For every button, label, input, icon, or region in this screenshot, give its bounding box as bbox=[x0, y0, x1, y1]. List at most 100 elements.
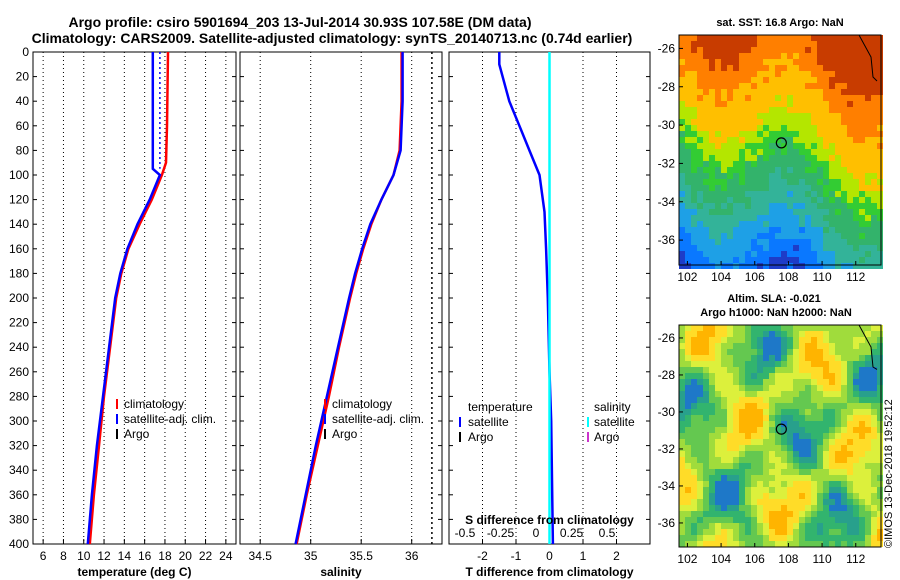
map-cell bbox=[793, 173, 799, 179]
map-cell bbox=[847, 251, 853, 257]
map-cell bbox=[817, 385, 823, 391]
map-cell bbox=[745, 155, 751, 161]
map-cell bbox=[727, 487, 733, 493]
map-cell bbox=[745, 505, 751, 511]
map-cell bbox=[769, 89, 775, 95]
map-cell bbox=[715, 125, 721, 131]
map-cell bbox=[739, 101, 745, 107]
map-cell bbox=[691, 77, 697, 83]
map-cell bbox=[679, 65, 685, 71]
map-cell bbox=[823, 167, 829, 173]
map-cell bbox=[823, 191, 829, 197]
map-cell bbox=[751, 77, 757, 83]
map-cell bbox=[823, 487, 829, 493]
map-cell bbox=[727, 373, 733, 379]
x-tick-label: 1 bbox=[580, 549, 587, 563]
map-cell bbox=[679, 403, 685, 409]
map-cell bbox=[679, 379, 685, 385]
map-cell bbox=[739, 517, 745, 523]
map-cell bbox=[829, 149, 835, 155]
map-cell bbox=[727, 47, 733, 53]
map-cell bbox=[721, 173, 727, 179]
map-cell bbox=[841, 517, 847, 523]
map-cell bbox=[763, 349, 769, 355]
map-cell bbox=[865, 379, 871, 385]
map-cell bbox=[805, 439, 811, 445]
map-cell bbox=[781, 125, 787, 131]
map-cell bbox=[703, 233, 709, 239]
map-cell bbox=[811, 125, 817, 131]
map-cell bbox=[865, 523, 871, 529]
map-cell bbox=[805, 41, 811, 47]
map-cell bbox=[793, 523, 799, 529]
map-cell bbox=[871, 499, 877, 505]
map-cell bbox=[817, 227, 823, 233]
map-cell bbox=[847, 173, 853, 179]
map-cell bbox=[871, 185, 877, 191]
map-cell bbox=[763, 209, 769, 215]
map-cell bbox=[739, 65, 745, 71]
map-cell bbox=[847, 119, 853, 125]
map-cell bbox=[721, 191, 727, 197]
map-cell bbox=[685, 409, 691, 415]
map-cell bbox=[727, 239, 733, 245]
map-cell bbox=[871, 535, 877, 541]
map-cell bbox=[859, 83, 865, 89]
map-cell bbox=[799, 137, 805, 143]
map-cell bbox=[835, 349, 841, 355]
map-cell bbox=[763, 185, 769, 191]
map-cell bbox=[823, 517, 829, 523]
map-cell bbox=[823, 101, 829, 107]
map-cell bbox=[847, 203, 853, 209]
map-cell bbox=[793, 367, 799, 373]
map-cell bbox=[865, 505, 871, 511]
map-cell bbox=[775, 421, 781, 427]
map-cell bbox=[787, 191, 793, 197]
map-cell bbox=[853, 433, 859, 439]
map-cell bbox=[715, 367, 721, 373]
map-cell bbox=[877, 469, 883, 475]
map-cell bbox=[841, 379, 847, 385]
map-cell bbox=[739, 191, 745, 197]
map-cell bbox=[757, 331, 763, 337]
map-cell bbox=[733, 161, 739, 167]
map-cell bbox=[805, 397, 811, 403]
map-cell bbox=[721, 493, 727, 499]
map-cell bbox=[805, 379, 811, 385]
map-cell bbox=[727, 113, 733, 119]
map-cell bbox=[757, 415, 763, 421]
map-cell bbox=[811, 505, 817, 511]
map-cell bbox=[793, 325, 799, 331]
map-cell bbox=[757, 343, 763, 349]
map-cell bbox=[847, 397, 853, 403]
map-cell bbox=[715, 331, 721, 337]
map-cell bbox=[865, 367, 871, 373]
map-cell bbox=[739, 125, 745, 131]
map-cell bbox=[757, 65, 763, 71]
map-cell bbox=[763, 155, 769, 161]
map-cell bbox=[805, 361, 811, 367]
map-cell bbox=[769, 541, 775, 547]
map-cell bbox=[703, 143, 709, 149]
map-cell bbox=[823, 245, 829, 251]
map-cell bbox=[793, 149, 799, 155]
map-cell bbox=[793, 119, 799, 125]
map-cell bbox=[835, 101, 841, 107]
map-cell bbox=[679, 367, 685, 373]
map-cell bbox=[853, 59, 859, 65]
y-tick-label: 0 bbox=[22, 45, 29, 59]
map-cell bbox=[703, 167, 709, 173]
map-cell bbox=[763, 35, 769, 41]
map-cell bbox=[853, 215, 859, 221]
x-tick-label: 20 bbox=[179, 549, 193, 563]
map-cell bbox=[793, 257, 799, 263]
map-cell bbox=[865, 95, 871, 101]
map-cell bbox=[715, 155, 721, 161]
map-cell bbox=[757, 499, 763, 505]
map-cell bbox=[877, 203, 883, 209]
map-cell bbox=[859, 373, 865, 379]
map-cell bbox=[715, 203, 721, 209]
map-cell bbox=[823, 131, 829, 137]
map-cell bbox=[679, 89, 685, 95]
map-cell bbox=[739, 35, 745, 41]
